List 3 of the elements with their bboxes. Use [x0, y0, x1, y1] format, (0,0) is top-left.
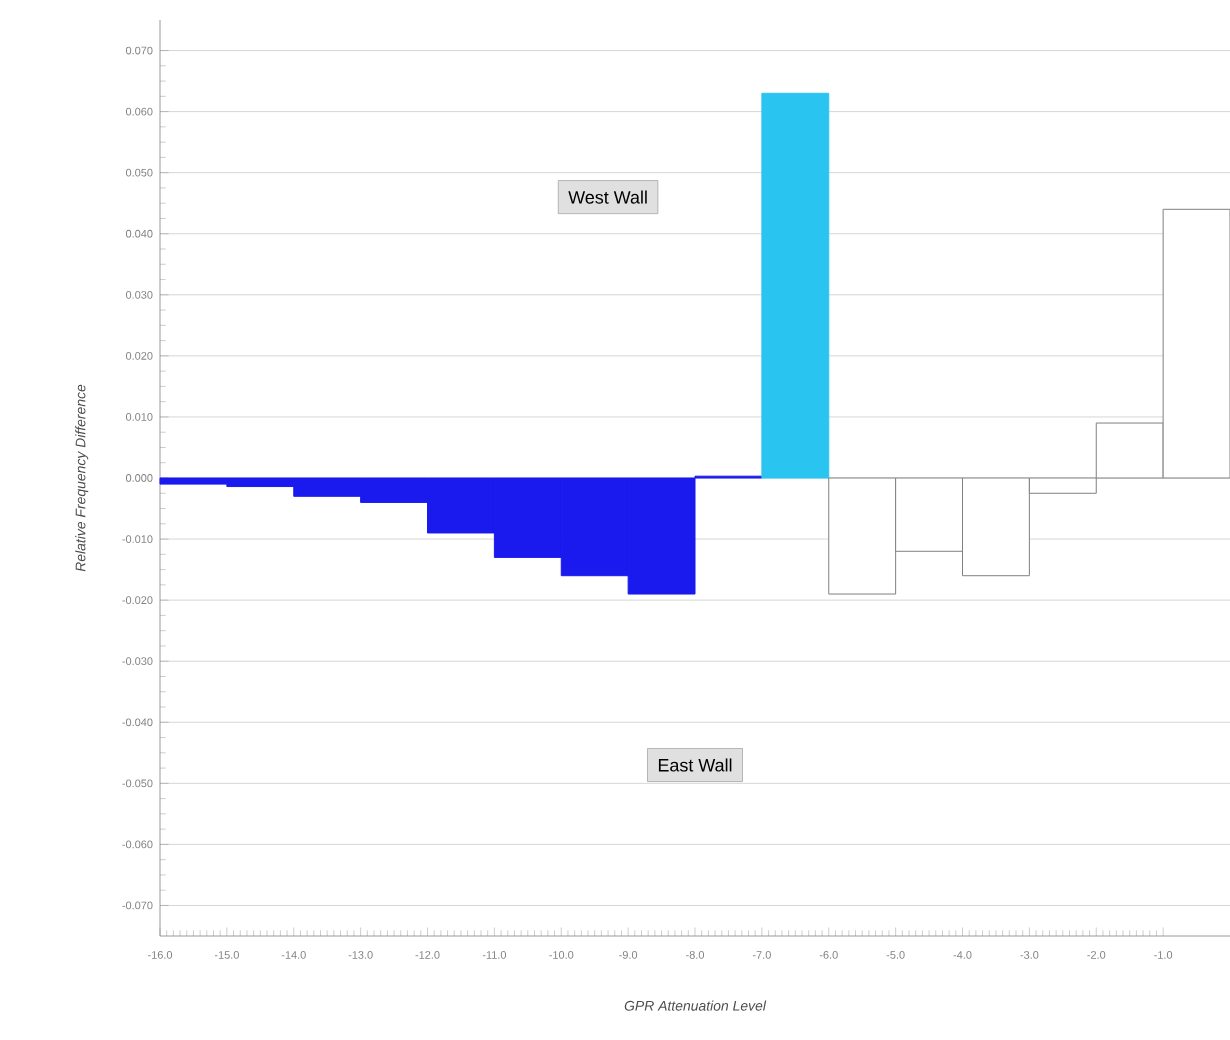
annotation: East Wall: [658, 758, 732, 772]
annotation: West Wall: [568, 190, 647, 204]
bar: [761, 92, 830, 479]
